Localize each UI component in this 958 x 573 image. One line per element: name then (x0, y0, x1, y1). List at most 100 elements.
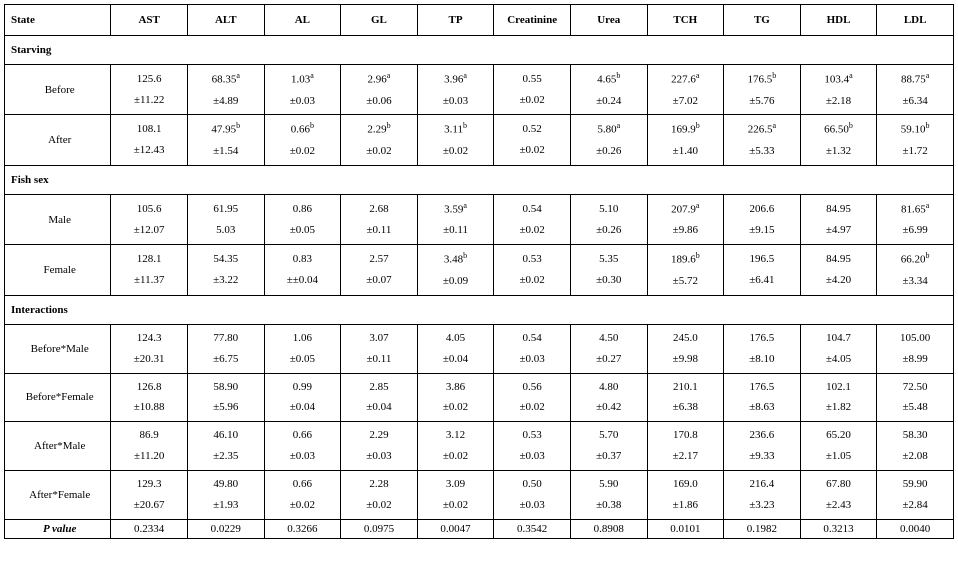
cell-value: 72.50 (881, 377, 949, 398)
cell-error: ±3.22 (192, 270, 260, 291)
cell-value: 3.59a (422, 198, 490, 221)
cell-value: 176.5 (728, 377, 796, 398)
cell-value: 227.6a (652, 68, 720, 91)
data-cell: 84.95±4.20 (800, 245, 877, 295)
cell-value: 0.66 (269, 425, 337, 446)
data-cell: 58.30±2.08 (877, 422, 954, 471)
cell-value: 0.53 (498, 425, 566, 446)
cell-value: 66.50b (805, 118, 873, 141)
cell-error: ±9.33 (728, 446, 796, 467)
data-cell: 47.95b±1.54 (187, 115, 264, 165)
data-cell: 61.955.03 (187, 194, 264, 244)
cell-value: 0.52 (498, 119, 566, 140)
p-value-cell: 0.2334 (111, 519, 188, 538)
cell-value: 216.4 (728, 474, 796, 495)
row-label: After (5, 115, 111, 165)
cell-value: 65.20 (805, 425, 873, 446)
table-row: Before*Female126.8±10.8858.90±5.960.99±0… (5, 373, 954, 422)
data-cell: 66.50b±1.32 (800, 115, 877, 165)
cell-error: ±0.11 (345, 220, 413, 241)
data-cell: 0.66b±0.02 (264, 115, 341, 165)
cell-value: 196.5 (728, 249, 796, 270)
cell-value: 4.65b (575, 68, 643, 91)
cell-value: 245.0 (652, 328, 720, 349)
col-header-tch: TCH (647, 5, 724, 36)
cell-error: ±0.26 (575, 141, 643, 162)
cell-error: ±4.05 (805, 349, 873, 370)
table-row: Male105.6±12.0761.955.030.86±0.052.68±0.… (5, 194, 954, 244)
cell-superscript: a (310, 71, 314, 80)
table-row: After*Male86.9±11.2046.10±2.350.66±0.032… (5, 422, 954, 471)
cell-value: 0.53 (498, 249, 566, 270)
data-cell: 2.29±0.03 (341, 422, 418, 471)
cell-error: ±1.82 (805, 397, 873, 418)
cell-error: ±1.05 (805, 446, 873, 467)
cell-value: 4.05 (422, 328, 490, 349)
cell-value: 2.96a (345, 68, 413, 91)
data-cell: 68.35a±4.89 (187, 65, 264, 115)
cell-value: 3.48b (422, 248, 490, 271)
col-header-al: AL (264, 5, 341, 36)
data-cell: 3.86±0.02 (417, 373, 494, 422)
cell-error: ±1.93 (192, 495, 260, 516)
table-row: Female128.1±11.3754.35±3.220.83±±0.042.5… (5, 245, 954, 295)
cell-error: ±0.24 (575, 91, 643, 112)
cell-error: ±5.76 (728, 91, 796, 112)
cell-error: ±12.43 (115, 140, 183, 161)
data-cell: 0.54±0.03 (494, 324, 571, 373)
data-cell: 86.9±11.20 (111, 422, 188, 471)
data-cell: 0.53±0.02 (494, 245, 571, 295)
data-cell: 4.05±0.04 (417, 324, 494, 373)
p-value-label: P value (5, 519, 111, 538)
cell-error: ±0.05 (269, 220, 337, 241)
data-cell: 3.48b±0.09 (417, 245, 494, 295)
cell-value: 0.54 (498, 328, 566, 349)
table-row: After*Female129.3±20.6749.80±1.930.66±0.… (5, 471, 954, 520)
cell-error: ±7.02 (652, 91, 720, 112)
cell-value: 47.95b (192, 118, 260, 141)
data-cell: 125.6±11.22 (111, 65, 188, 115)
data-cell: 103.4a±2.18 (800, 65, 877, 115)
data-cell: 0.83±±0.04 (264, 245, 341, 295)
col-header-hdl: HDL (800, 5, 877, 36)
cell-value: 226.5a (728, 118, 796, 141)
data-cell: 0.54±0.02 (494, 194, 571, 244)
cell-superscript: b (463, 121, 467, 130)
data-cell: 0.52±0.02 (494, 115, 571, 165)
cell-error: ±0.02 (422, 446, 490, 467)
cell-value: 3.12 (422, 425, 490, 446)
cell-value: 236.6 (728, 425, 796, 446)
cell-value: 67.80 (805, 474, 873, 495)
col-header-tg: TG (724, 5, 801, 36)
cell-error: ±0.02 (498, 270, 566, 291)
cell-value: 58.30 (881, 425, 949, 446)
data-cell: 2.96a±0.06 (341, 65, 418, 115)
cell-value: 169.9b (652, 118, 720, 141)
data-cell: 1.06±0.05 (264, 324, 341, 373)
data-cell: 105.6±12.07 (111, 194, 188, 244)
cell-value: 84.95 (805, 199, 873, 220)
data-cell: 169.9b±1.40 (647, 115, 724, 165)
data-cell: 5.70±0.37 (570, 422, 647, 471)
cell-error: ±0.42 (575, 397, 643, 418)
col-header-creatinine: Creatinine (494, 5, 571, 36)
cell-error: ±9.98 (652, 349, 720, 370)
cell-superscript: b (926, 251, 930, 260)
cell-error: ±8.10 (728, 349, 796, 370)
cell-value: 129.3 (115, 474, 183, 495)
cell-value: 125.6 (115, 69, 183, 90)
cell-value: 1.06 (269, 328, 337, 349)
cell-error: ±6.75 (192, 349, 260, 370)
data-cell: 3.07±0.11 (341, 324, 418, 373)
cell-value: 189.6b (652, 248, 720, 271)
cell-value: 88.75a (881, 68, 949, 91)
cell-error: ±0.37 (575, 446, 643, 467)
table-row: After108.1±12.4347.95b±1.540.66b±0.022.2… (5, 115, 954, 165)
data-cell: 3.96a±0.03 (417, 65, 494, 115)
table-row: Before*Male124.3±20.3177.80±6.751.06±0.0… (5, 324, 954, 373)
cell-error: ±0.02 (269, 141, 337, 162)
cell-value: 54.35 (192, 249, 260, 270)
data-cell: 0.55±0.02 (494, 65, 571, 115)
cell-value: 108.1 (115, 119, 183, 140)
p-value-cell: 0.0229 (187, 519, 264, 538)
